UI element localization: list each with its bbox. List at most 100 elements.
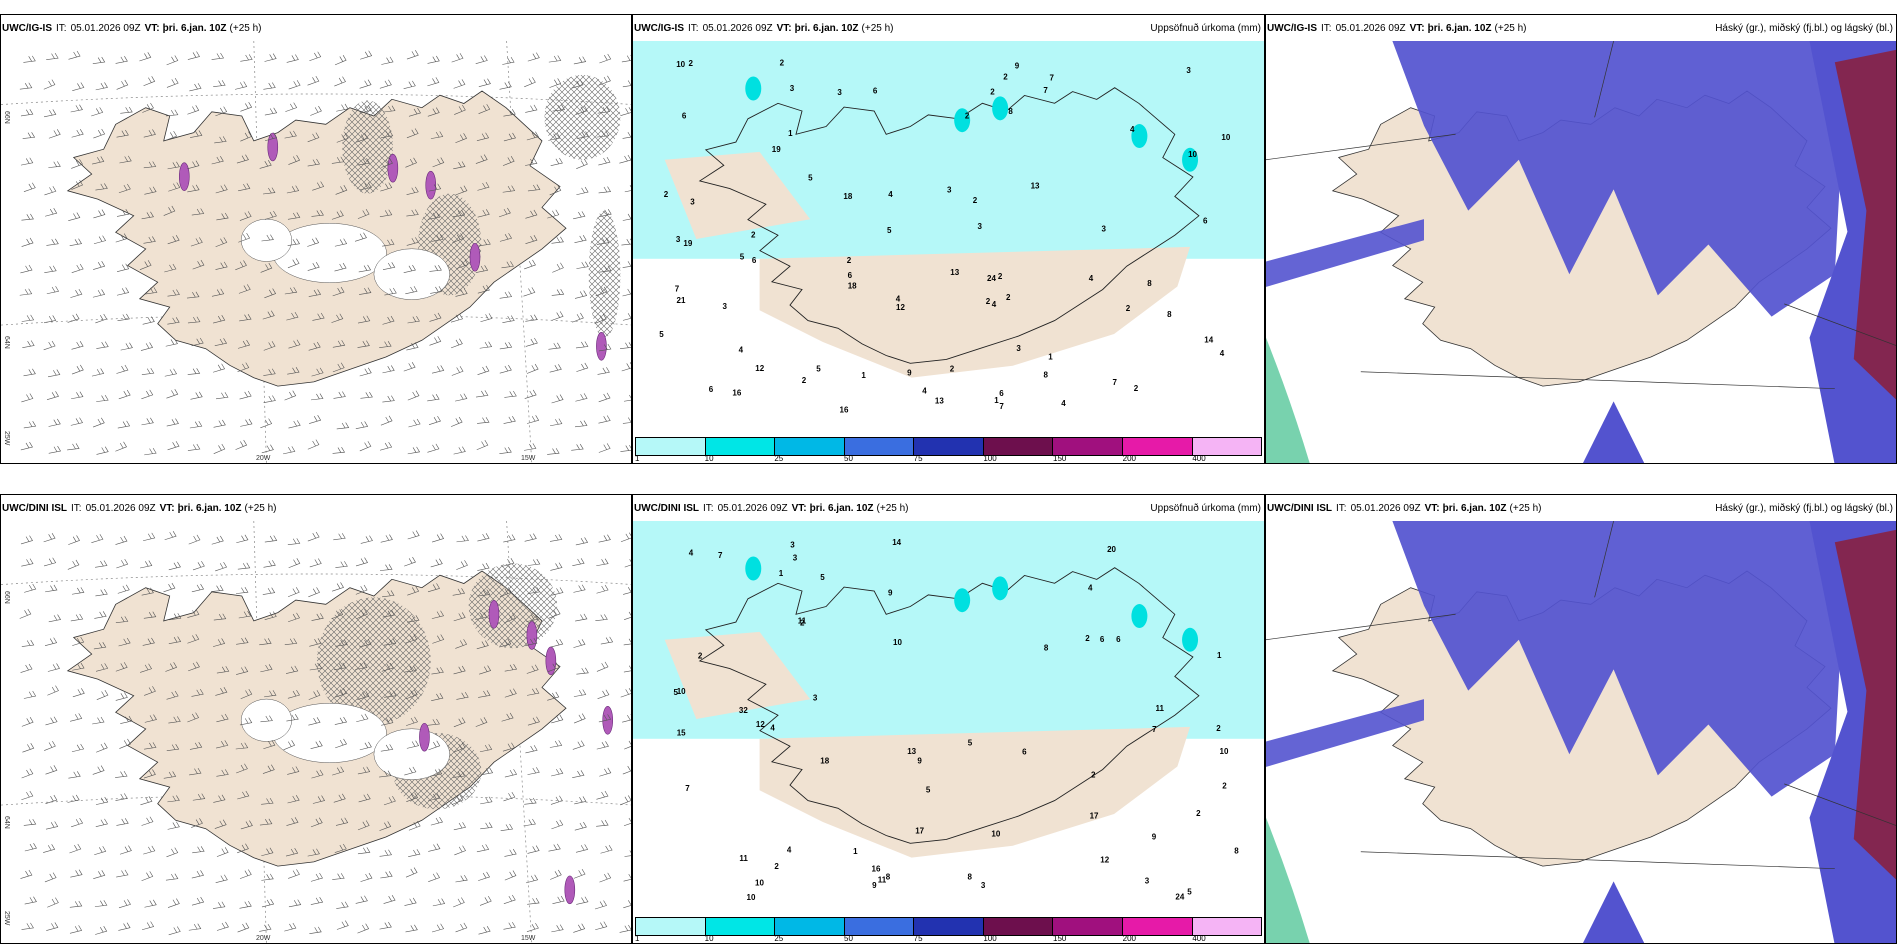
precip-value-label: 13 bbox=[1031, 182, 1040, 191]
wind-barb bbox=[431, 365, 445, 374]
scale-swatch bbox=[844, 438, 915, 455]
wind-barb bbox=[166, 690, 179, 700]
wind-barb bbox=[452, 588, 466, 596]
wind-barb bbox=[23, 368, 36, 377]
wind-barb bbox=[312, 312, 325, 321]
wind-barb bbox=[359, 441, 372, 452]
wind-barb bbox=[165, 130, 178, 141]
wind-barb bbox=[95, 82, 108, 91]
precip-value-label: 10 bbox=[1188, 150, 1197, 159]
wind-barb bbox=[189, 767, 202, 776]
wind-barb bbox=[499, 341, 513, 350]
model-name: UWC/DINI ISL bbox=[634, 502, 699, 514]
precip-value-label: 12 bbox=[755, 364, 764, 373]
wind-barb bbox=[453, 742, 466, 753]
wind-barb bbox=[622, 417, 631, 424]
it-label: IT: bbox=[1321, 22, 1332, 34]
wind-barb bbox=[21, 314, 35, 322]
wind-barb bbox=[406, 186, 419, 196]
wind-barb bbox=[91, 368, 105, 377]
wind-barb bbox=[404, 766, 417, 776]
wind-barb bbox=[499, 364, 512, 374]
lat-label-66n: 66N bbox=[3, 591, 10, 604]
wind-barb bbox=[236, 763, 248, 774]
wind-barb bbox=[575, 613, 588, 622]
graticule bbox=[1266, 521, 1896, 870]
wind-barb bbox=[475, 265, 489, 273]
wind-barb bbox=[523, 818, 536, 827]
wind-barb bbox=[307, 531, 320, 542]
precip-value-label: 12 bbox=[896, 303, 905, 312]
wind-barb bbox=[118, 389, 131, 400]
wind-barb bbox=[336, 103, 349, 112]
wind-barb bbox=[502, 185, 516, 193]
wind-barb bbox=[356, 133, 369, 143]
wind-barb bbox=[212, 901, 226, 909]
wind-barb bbox=[572, 740, 585, 750]
hatched-area bbox=[468, 563, 558, 649]
wind-barb bbox=[307, 237, 320, 247]
wind-barb bbox=[499, 447, 512, 454]
precip-value-label: 17 bbox=[915, 827, 924, 836]
precip-value-label: 5 bbox=[808, 173, 813, 182]
wind-barb bbox=[594, 313, 607, 324]
wind-barb bbox=[72, 662, 85, 671]
wind-barb bbox=[166, 55, 179, 66]
wind-barb bbox=[189, 742, 203, 750]
wind-barb bbox=[188, 661, 200, 672]
wind-barb bbox=[477, 209, 490, 218]
wind-barb bbox=[216, 847, 229, 857]
wind-barb bbox=[405, 286, 418, 295]
wind-barb bbox=[140, 342, 154, 351]
wind-barb bbox=[69, 925, 83, 934]
wind-barb bbox=[168, 182, 181, 192]
wind-barb bbox=[453, 446, 466, 455]
precip-value-label: 18 bbox=[843, 192, 852, 201]
heavy-precip-spot bbox=[992, 576, 1009, 601]
wind-barb bbox=[167, 898, 180, 908]
wind-barb bbox=[427, 394, 440, 402]
wind-barb bbox=[596, 790, 609, 800]
wind-barb bbox=[574, 420, 588, 428]
precip-value-label: 8 bbox=[1044, 370, 1049, 379]
precip-value-label: 2 bbox=[698, 651, 703, 660]
vt-value: þri. 6.jan. 10Z bbox=[1427, 22, 1492, 34]
wind-barb bbox=[620, 795, 631, 806]
hatched-area bbox=[544, 74, 621, 160]
wind-barb bbox=[44, 109, 57, 118]
wind-barb bbox=[70, 613, 84, 622]
precip-value-label: 32 bbox=[739, 706, 748, 715]
wind-barbs bbox=[19, 530, 631, 936]
model-name: UWC/IG-IS bbox=[1267, 22, 1317, 34]
wind-barb bbox=[453, 717, 466, 728]
wind-barb bbox=[259, 923, 272, 932]
wind-barb bbox=[624, 184, 631, 193]
wind-barb bbox=[115, 535, 128, 545]
wind-barb bbox=[118, 899, 131, 909]
wind-barb bbox=[237, 339, 251, 349]
wind-barb bbox=[311, 769, 324, 779]
lat-label-64n: 64N bbox=[3, 816, 10, 829]
wind-barb bbox=[456, 259, 469, 269]
precip-value-label: 5 bbox=[674, 688, 679, 697]
scale-swatch bbox=[636, 438, 706, 455]
wind-barb bbox=[406, 615, 420, 623]
wind-barb bbox=[215, 561, 228, 572]
wind-barb bbox=[141, 389, 154, 400]
wind-barb bbox=[379, 79, 392, 89]
wind-barb bbox=[143, 769, 156, 779]
wind-barb bbox=[576, 186, 589, 196]
wind-barb bbox=[382, 315, 395, 325]
wind-barb bbox=[623, 900, 631, 909]
wind-barb bbox=[216, 212, 229, 221]
wind-barb bbox=[45, 584, 58, 593]
wind-barb bbox=[142, 637, 155, 646]
hatched-area bbox=[588, 210, 621, 338]
wind-barb bbox=[141, 417, 154, 426]
wind-barb bbox=[427, 77, 440, 87]
wind-barb bbox=[503, 416, 516, 424]
wind-barb bbox=[596, 741, 609, 750]
intense-wind-spot bbox=[564, 875, 576, 905]
wind-barb bbox=[452, 770, 466, 778]
wind-barb bbox=[67, 313, 80, 323]
